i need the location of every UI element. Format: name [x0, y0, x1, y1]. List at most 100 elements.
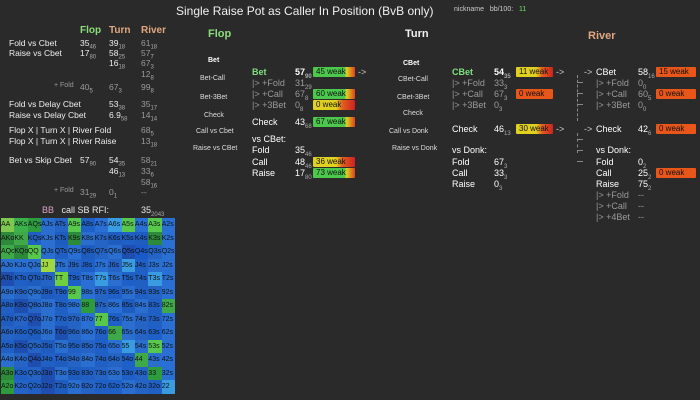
range-cell[interactable]: QJo: [27, 258, 42, 272]
range-cell[interactable]: K4s: [134, 231, 149, 245]
range-cell[interactable]: 22: [161, 380, 176, 394]
range-cell[interactable]: A6s: [108, 218, 122, 232]
range-cell[interactable]: 83s: [148, 299, 162, 313]
range-cell[interactable]: 94s: [134, 285, 149, 299]
range-cell[interactable]: KK: [14, 231, 28, 245]
range-cell[interactable]: 94o: [67, 353, 82, 367]
range-cell[interactable]: J3s: [148, 258, 162, 272]
flop-nav-item[interactable]: Bet-3Bet: [200, 94, 228, 101]
range-cell[interactable]: K2s: [161, 231, 176, 245]
range-cell[interactable]: 84s: [134, 299, 149, 313]
range-cell[interactable]: 83o: [81, 366, 95, 380]
range-cell[interactable]: T4o: [54, 353, 68, 367]
range-cell[interactable]: J5o: [41, 339, 55, 353]
turn-nav-item[interactable]: Raise vs Donk: [392, 145, 438, 152]
range-cell[interactable]: T2s: [161, 272, 176, 286]
range-cell[interactable]: JTs: [54, 258, 68, 272]
range-cell[interactable]: K8s: [81, 231, 95, 245]
range-cell[interactable]: T6s: [108, 272, 122, 286]
range-cell[interactable]: J9o: [41, 285, 55, 299]
range-cell[interactable]: 96s: [108, 285, 122, 299]
range-cell[interactable]: J6s: [108, 258, 122, 272]
range-cell[interactable]: 96o: [67, 326, 82, 340]
range-cell[interactable]: J8o: [41, 299, 55, 313]
range-cell[interactable]: Q3o: [27, 366, 42, 380]
range-cell[interactable]: Q6s: [108, 245, 122, 259]
flop-nav-item[interactable]: Check: [204, 112, 224, 119]
range-cell[interactable]: AKo: [1, 231, 15, 245]
range-cell[interactable]: AJs: [41, 218, 55, 232]
range-cell[interactable]: A6o: [1, 326, 15, 340]
range-cell[interactable]: K3o: [14, 366, 28, 380]
range-cell[interactable]: J8s: [81, 258, 95, 272]
range-cell[interactable]: 75o: [94, 339, 109, 353]
range-cell[interactable]: J9s: [67, 258, 82, 272]
range-cell[interactable]: K6o: [14, 326, 28, 340]
range-cell[interactable]: A2o: [1, 380, 15, 394]
range-cell[interactable]: A9s: [67, 218, 82, 232]
range-cell[interactable]: Q5o: [27, 339, 42, 353]
range-cell[interactable]: KQo: [14, 245, 28, 259]
range-cell[interactable]: K5s: [121, 231, 135, 245]
range-cell[interactable]: Q7s: [94, 245, 109, 259]
range-cell[interactable]: AJo: [1, 258, 15, 272]
range-cell[interactable]: K7o: [14, 312, 28, 326]
range-cell[interactable]: 92s: [161, 285, 176, 299]
range-cell[interactable]: T7o: [54, 312, 68, 326]
range-cell[interactable]: 63o: [108, 366, 122, 380]
range-cell[interactable]: A3o: [1, 366, 15, 380]
range-cell[interactable]: J2s: [161, 258, 176, 272]
range-cell[interactable]: K2o: [14, 380, 28, 394]
range-cell[interactable]: Q6o: [27, 326, 42, 340]
range-cell[interactable]: 42o: [134, 380, 149, 394]
range-cell[interactable]: 42s: [161, 353, 176, 367]
range-cell[interactable]: 75s: [121, 312, 135, 326]
range-cell[interactable]: 55: [121, 339, 135, 353]
range-cell[interactable]: 53s: [148, 339, 162, 353]
range-cell[interactable]: 73s: [148, 312, 162, 326]
range-cell[interactable]: KTo: [14, 272, 28, 286]
range-cell[interactable]: 52o: [121, 380, 135, 394]
range-cell[interactable]: K9o: [14, 285, 28, 299]
range-cell[interactable]: QTs: [54, 245, 68, 259]
flop-nav-item[interactable]: Raise vs CBet: [193, 145, 238, 152]
range-cell[interactable]: 73o: [94, 366, 109, 380]
range-cell[interactable]: A5s: [121, 218, 135, 232]
range-cell[interactable]: A7o: [1, 312, 15, 326]
range-cell[interactable]: 95o: [67, 339, 82, 353]
range-cell[interactable]: 86s: [108, 299, 122, 313]
range-cell[interactable]: Q2s: [161, 245, 176, 259]
range-cell[interactable]: A3s: [148, 218, 162, 232]
range-cell[interactable]: 64o: [108, 353, 122, 367]
range-cell[interactable]: 54o: [121, 353, 135, 367]
range-cell[interactable]: 98s: [81, 285, 95, 299]
range-cell[interactable]: 88: [81, 299, 95, 313]
range-cell[interactable]: JTo: [41, 272, 55, 286]
range-cell[interactable]: 76o: [94, 326, 109, 340]
range-cell[interactable]: J5s: [121, 258, 135, 272]
range-cell[interactable]: 62o: [108, 380, 122, 394]
range-cell[interactable]: A2s: [161, 218, 176, 232]
range-cell[interactable]: Q2o: [27, 380, 42, 394]
range-cell[interactable]: J3o: [41, 366, 55, 380]
turn-nav-item[interactable]: Check: [403, 110, 423, 117]
range-cell[interactable]: K3s: [148, 231, 162, 245]
range-cell[interactable]: 44: [134, 353, 149, 367]
range-cell[interactable]: K5o: [14, 339, 28, 353]
range-cell[interactable]: 92o: [67, 380, 82, 394]
range-cell[interactable]: K9s: [67, 231, 82, 245]
range-cell[interactable]: 97o: [67, 312, 82, 326]
range-cell[interactable]: 54s: [134, 339, 149, 353]
range-cell[interactable]: AQs: [27, 218, 42, 232]
range-cell[interactable]: A4s: [134, 218, 149, 232]
range-cell[interactable]: 33: [148, 366, 162, 380]
range-cell[interactable]: T4s: [134, 272, 149, 286]
range-cell[interactable]: AKs: [14, 218, 28, 232]
range-cell[interactable]: A8s: [81, 218, 95, 232]
range-cell[interactable]: A7s: [94, 218, 109, 232]
range-cell[interactable]: 97s: [94, 285, 109, 299]
range-cell[interactable]: A5o: [1, 339, 15, 353]
range-cell[interactable]: J4o: [41, 353, 55, 367]
range-cell[interactable]: 66: [108, 326, 122, 340]
range-cell[interactable]: QQ: [27, 245, 42, 259]
